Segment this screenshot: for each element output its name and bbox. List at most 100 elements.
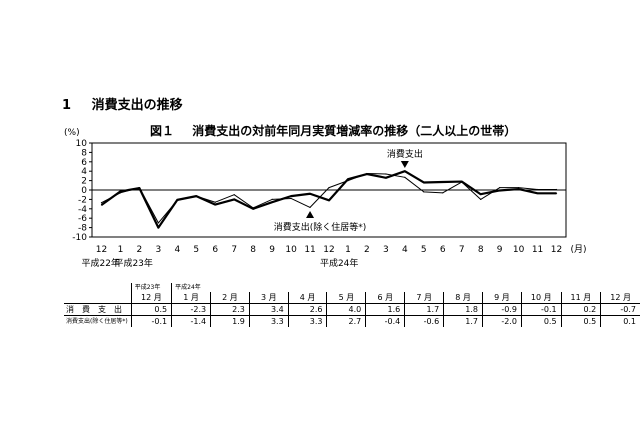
figure-title-text: 消費支出の対前年同月実質増減率の推移（二人以上の世帯） (192, 124, 517, 138)
data-point (271, 201, 273, 203)
x-tick-label: 1 (118, 245, 124, 255)
data-point (480, 198, 482, 200)
era-label: 平成24年 (320, 257, 358, 269)
table-cell: -0.1 (520, 303, 562, 316)
figure-title: 図１ 消費支出の対前年同月実質増減率の推移（二人以上の世帯） (150, 122, 516, 139)
y-tick-label: 2 (81, 177, 87, 187)
data-point (385, 177, 387, 179)
section-number: 1 (62, 98, 72, 113)
x-tick-label: 11 (304, 245, 315, 255)
data-point (214, 201, 216, 203)
table-cell: 3.3 (287, 315, 327, 327)
table-cell: -0.6 (404, 315, 444, 327)
x-tick-label: 4 (174, 245, 180, 255)
series-line (101, 173, 557, 224)
data-point (119, 192, 122, 194)
y-tick-label: -8 (78, 224, 87, 234)
data-point (461, 181, 463, 183)
table-cell: -0.7 (600, 303, 640, 316)
table-cell: -0.9 (481, 303, 522, 316)
y-tick-label: 4 (81, 167, 87, 177)
data-point (233, 194, 235, 196)
y-tick-label: -10 (72, 233, 87, 243)
table-month-header: 5 月 (326, 292, 366, 304)
x-tick-label: 11 (532, 245, 543, 255)
table-cell: 2.7 (326, 315, 366, 327)
data-point (138, 187, 140, 189)
data-point (309, 193, 311, 195)
x-tick-label: 3 (383, 245, 389, 255)
table-cell: 1.7 (443, 315, 483, 327)
data-point (366, 172, 368, 175)
table-era-row: 平成23年 平成24年 (64, 283, 640, 292)
table-month-header: 10 月 (520, 292, 562, 304)
y-tick-label: 6 (81, 158, 87, 168)
table-month-header: 7 月 (404, 292, 444, 304)
table-cell: 3.3 (248, 315, 289, 327)
table-cell: 0.1 (600, 315, 640, 327)
y-tick-label: -2 (78, 195, 87, 205)
data-point (328, 187, 330, 189)
x-tick-label: 6 (212, 245, 218, 255)
table-row: 消費支出(除く住居等*) -0.1 -1.4 1.9 3.3 3.3 2.7 -0.4 -0.… (64, 315, 640, 327)
data-point (442, 181, 444, 183)
y-tick-label: 0 (81, 186, 87, 196)
x-tick-label: 7 (231, 245, 237, 255)
data-point (499, 189, 501, 192)
table-cell: 1.6 (365, 303, 405, 316)
y-tick-label: -4 (78, 205, 87, 215)
data-point (176, 199, 178, 201)
x-unit-label: (月) (571, 244, 587, 255)
y-tick-label: 8 (81, 148, 87, 158)
table-cell: -2.3 (171, 303, 211, 316)
era-label: 平成23年 (114, 257, 152, 269)
row-label: 消 費 支 出 (64, 303, 132, 316)
x-tick-label: 8 (478, 245, 484, 255)
table-month-header: 9 月 (481, 292, 522, 304)
data-point (480, 193, 482, 195)
x-tick-label: 12 (323, 245, 334, 255)
table-cell: 1.8 (443, 303, 483, 316)
table-cell: 0.5 (520, 315, 562, 327)
x-tick-label: 1 (345, 245, 351, 255)
x-tick-label: 6 (440, 245, 446, 255)
figure-number: 図１ (150, 124, 175, 138)
era-header-2012: 平成24年 (171, 283, 640, 292)
row-label: 消費支出(除く住居等*) (66, 318, 128, 325)
data-point (119, 190, 122, 193)
data-point (100, 204, 103, 206)
data-point (518, 188, 520, 190)
section-title: 消費支出の推移 (91, 98, 183, 113)
table-cell: 1.7 (404, 303, 444, 316)
data-point (385, 173, 387, 175)
table-month-header: 11 月 (560, 292, 601, 304)
data-point (271, 198, 273, 200)
annotation-marker-down (400, 161, 409, 168)
data-point (157, 222, 159, 224)
data-point (555, 188, 558, 191)
x-tick-label: 2 (137, 245, 143, 255)
y-tick-label: -6 (78, 214, 87, 224)
y-unit-label: (%) (64, 128, 80, 138)
annotation-marker-up (306, 211, 315, 218)
table-cell: 0.5 (130, 303, 172, 316)
data-point (499, 187, 501, 189)
data-point (233, 198, 235, 200)
data-point (214, 203, 216, 206)
chart-labels: (%)12 1 2 3 4 5 6 7 8 9 10 11 12 1 2 3 4 5 6 7 8 9 10 11 12 (月)平成… (64, 128, 587, 269)
data-point (518, 187, 520, 189)
data-point (404, 176, 406, 178)
data-point (404, 170, 406, 172)
y-tick-label: 10 (76, 139, 88, 149)
chart-series (100, 170, 558, 229)
data-point (423, 191, 425, 193)
table-cell: -2.0 (481, 315, 522, 327)
table-month-header: 8 月 (443, 292, 483, 304)
table-cell: 1.9 (210, 315, 250, 327)
table-cell: 0.5 (560, 315, 601, 327)
data-point (536, 192, 539, 194)
data-point (423, 181, 425, 184)
x-tick-label: 10 (513, 245, 525, 255)
